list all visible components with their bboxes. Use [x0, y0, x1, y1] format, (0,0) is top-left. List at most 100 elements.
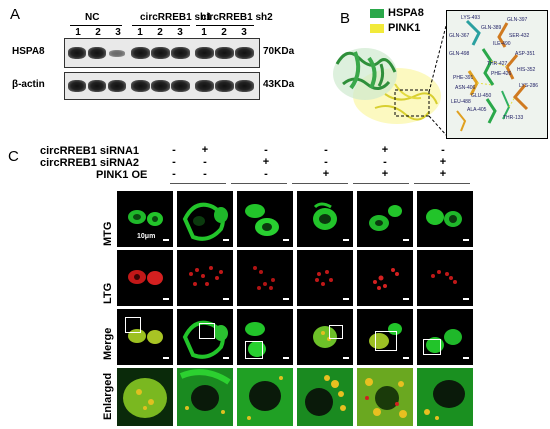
blot-size-hspa8: 70KDa: [263, 46, 295, 57]
scale-bar: [223, 357, 229, 359]
mtg-image: [357, 191, 413, 247]
lane-number: 2: [157, 27, 163, 38]
lane-number: 1: [75, 27, 81, 38]
residue-label: ASP-351: [515, 51, 536, 57]
scale-bar: [283, 357, 289, 359]
column-divider: [231, 183, 287, 184]
sign-row1: -: [324, 144, 328, 156]
residue-label: ALA-405: [467, 107, 487, 113]
scale-bar: [283, 298, 289, 300]
scale-bar: [343, 357, 349, 359]
column-divider: [292, 183, 348, 184]
residue-label: LEU-488: [451, 99, 471, 105]
ltg-image: [417, 250, 473, 306]
sign-row3: +: [439, 168, 447, 180]
panel-b-label: B: [340, 10, 351, 27]
row-label-merge: Merge: [102, 327, 114, 360]
merge-image: [237, 309, 293, 365]
column-divider: [353, 183, 409, 184]
lane-number: 2: [221, 27, 227, 38]
scale-bar-label: 10μm: [137, 233, 156, 240]
column-divider: [170, 183, 226, 184]
sign-row1: -: [172, 144, 176, 156]
mtg-image: [237, 191, 293, 247]
zoom-connector-lines: [428, 21, 448, 137]
panel-a-label: A: [10, 6, 21, 23]
scale-bar: [223, 239, 229, 241]
residue-sticks: [456, 19, 529, 132]
scale-bar: [163, 239, 169, 241]
lane-number: 3: [177, 27, 183, 38]
enlarged-image: [117, 368, 173, 426]
band: [171, 80, 190, 92]
row-label-mtg: MTG: [102, 221, 114, 246]
scale-bar: [223, 298, 229, 300]
band: [151, 80, 170, 92]
sign-row1: -: [264, 144, 268, 156]
scale-bar: [403, 298, 409, 300]
ltg-image: [237, 250, 293, 306]
sign-row3: -: [172, 168, 176, 180]
scale-bar: [463, 298, 469, 300]
sign-row2: +: [262, 156, 270, 168]
band: [171, 47, 190, 59]
band: [235, 80, 254, 92]
sign-row1: -: [441, 144, 445, 156]
legend-swatch-pink1: [370, 24, 384, 33]
lane-number: 1: [137, 27, 143, 38]
sign-row3: -: [264, 168, 268, 180]
residue-label: ASN-406: [455, 85, 476, 91]
blot-size-actin: 43KDa: [263, 79, 295, 90]
merge-image: [357, 309, 413, 365]
band: [108, 80, 126, 92]
enlarged-image: [237, 368, 293, 426]
protein-structure-image: [333, 48, 441, 124]
residue-label: ILE-490: [493, 41, 511, 47]
group-underline-sh2: [196, 25, 254, 26]
blot-group-sh2: circRREB1 sh2: [201, 12, 273, 23]
residue-label: HIS-352: [517, 67, 536, 73]
zoom-region-box: [329, 325, 343, 339]
residue-label: GLU-450: [471, 93, 492, 99]
residue-label: GLN-389: [481, 25, 502, 31]
scale-bar: [343, 239, 349, 241]
sign-row2: -: [383, 156, 387, 168]
sign-row1: +: [381, 144, 389, 156]
enlarged-image: [177, 368, 233, 426]
zoom-region-box: [125, 317, 141, 333]
legend-swatch-hspa8: [370, 9, 384, 18]
lane-number: 3: [115, 27, 121, 38]
scale-bar: [403, 357, 409, 359]
zoom-region-box: [245, 341, 263, 359]
lane-number: 2: [95, 27, 101, 38]
enlarged-image: [357, 368, 413, 426]
sign-row1: +: [201, 144, 209, 156]
legend-label-pink1: PINK1: [388, 22, 421, 34]
residue-label: SER-432: [509, 33, 530, 39]
column-divider: [414, 183, 470, 184]
band: [195, 47, 214, 59]
condition-label-sirna1: circRREB1 siRNA1: [40, 145, 140, 157]
row-label-ltg: LTG: [102, 282, 114, 304]
residue-label: THR-133: [503, 115, 524, 121]
zoom-region-box: [423, 339, 441, 355]
band: [151, 47, 170, 59]
band: [68, 80, 86, 92]
enlarged-image: [417, 368, 473, 426]
zoom-region-box: [199, 323, 215, 339]
band: [195, 80, 214, 92]
band: [215, 47, 234, 59]
band: [131, 80, 150, 92]
mtg-image: [417, 191, 473, 247]
blot-group-sh1: circRREB1 sh1: [140, 12, 212, 23]
legend-label-hspa8: HSPA8: [388, 7, 424, 19]
ltg-image: [117, 250, 173, 306]
mtg-image: 10μm: [117, 191, 173, 247]
sign-row3: -: [203, 168, 207, 180]
group-underline-sh1: [132, 25, 190, 26]
residue-label: GLN-367: [449, 33, 470, 39]
zoom-region-box: [375, 331, 397, 351]
blot-protein-hspa8: HSPA8: [12, 46, 45, 57]
condition-label-pink1: PINK1 OE: [96, 169, 148, 181]
enlarged-image: [297, 368, 353, 426]
